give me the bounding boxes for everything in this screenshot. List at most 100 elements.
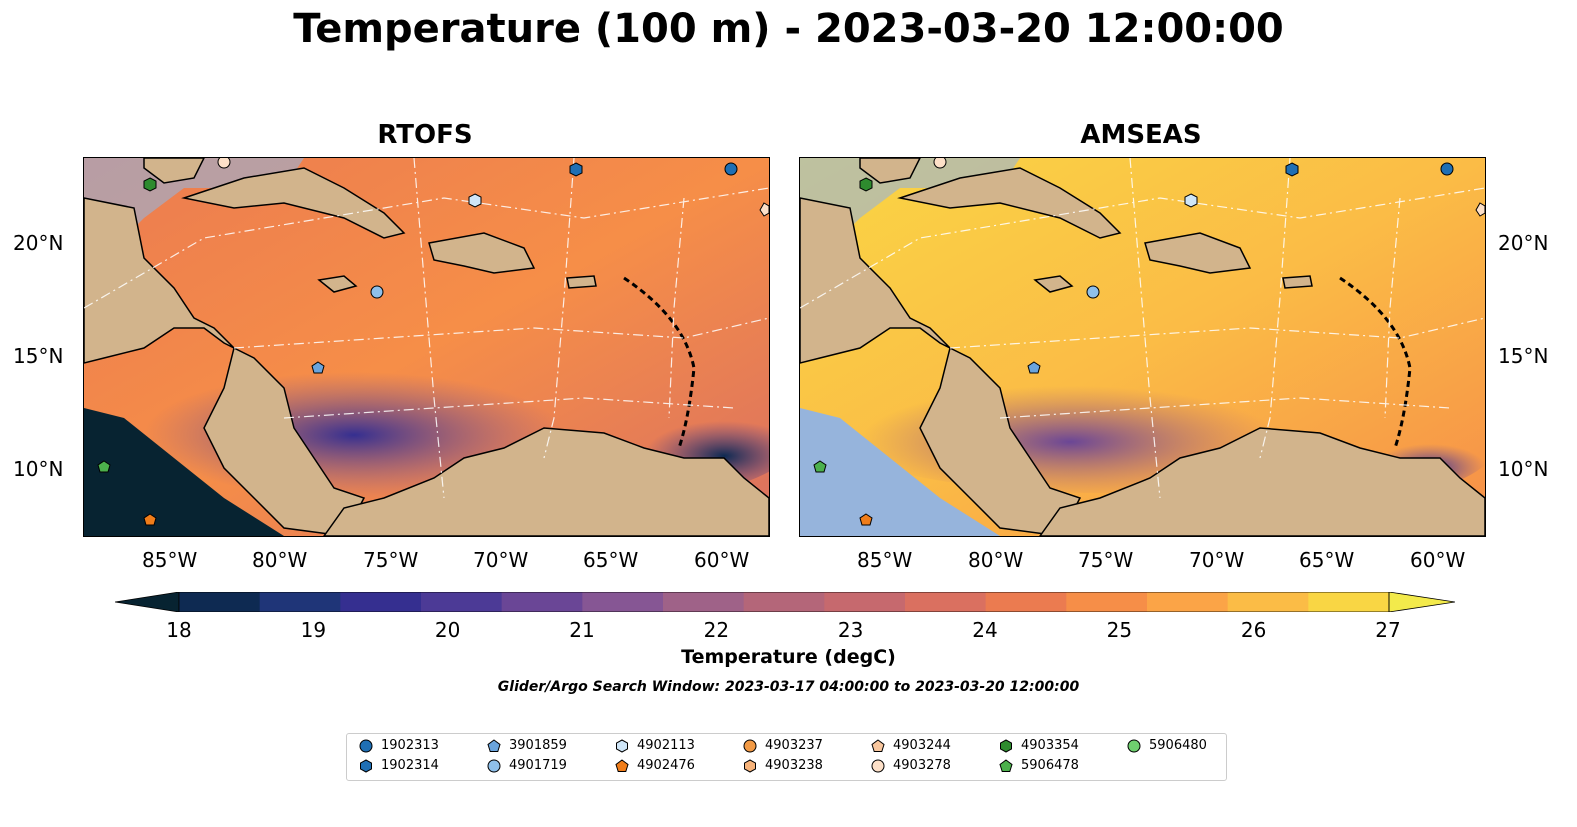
search-window-text: Glider/Argo Search Window: 2023-03-17 04… [497,679,1080,695]
float-marker-5906478[interactable] [813,460,827,473]
circle-marker-icon [743,739,757,752]
float-marker-1902314[interactable] [1285,162,1299,177]
pentagon-marker-icon [871,738,885,752]
colorbar-segment [985,592,1067,612]
colorbar-tick-label: 22 [703,618,730,642]
cuba-land [897,167,1122,239]
hispaniola-land [1144,232,1252,274]
lon-label-65w-right: 65°W [1299,548,1355,572]
colorbar-tick-label: 24 [972,618,998,642]
colorbar-segment [179,592,261,612]
float-marker-edge[interactable] [1475,202,1485,217]
float-marker-4901719[interactable] [370,285,384,299]
south-america-land [1039,427,1485,536]
map-rtofs [83,157,770,537]
float-marker-4903278[interactable] [217,158,231,169]
colorbar-tick-label: 23 [837,618,864,642]
float-marker-4903354[interactable] [859,177,873,192]
colorbar-extend-low [115,592,180,612]
lon-label-70w: 70°W [473,548,529,572]
legend-item: 4901719 [487,758,567,773]
lon-label-85w-right: 85°W [857,548,913,572]
float-marker-1902313[interactable] [724,162,738,176]
lat-label-10n-right: 10°N [1498,457,1549,481]
lat-label-15n-right: 15°N [1498,344,1549,368]
legend-item: 1902314 [359,758,439,773]
colorbar-segment [905,592,987,612]
puerto-rico-land [566,275,597,289]
legend-label: 1902313 [381,738,439,753]
legend-label: 1902314 [381,758,439,773]
colorbar-label: Temperature (degC) [681,646,896,668]
eez-boundaries [800,158,1485,499]
figure-title: Temperature (100 m) - 2023-03-20 12:00:0… [293,6,1284,52]
legend-label: 4903238 [765,758,823,773]
jamaica-land [1033,275,1074,293]
panel-title-amseas: AMSEAS [1080,120,1202,150]
circle-marker-icon [871,759,885,772]
eez-boundaries [84,158,769,499]
hexagon-marker-icon [360,758,372,773]
float-marker-4902476[interactable] [859,513,873,526]
legend-item: 4903278 [871,758,951,773]
float-marker-4902113[interactable] [468,193,482,208]
float-marker-4901719[interactable] [1086,285,1100,299]
hexagon-marker-icon [744,758,756,773]
legend-label: 4903278 [893,758,951,773]
pentagon-marker-icon [999,758,1013,772]
lat-label-20n: 20°N [13,231,64,255]
float-marker-edge[interactable] [759,202,769,217]
float-marker-5906478[interactable] [97,460,111,473]
legend-item: 4903244 [871,738,951,753]
float-marker-4902476[interactable] [143,513,157,526]
colorbar-ticks: 18 19 20 21 22 23 24 25 26 27 [0,618,1577,644]
colorbar-segment [1147,592,1229,612]
legend-item: 4902476 [615,758,695,773]
florida-land [859,158,921,184]
map-amseas-canvas [800,158,1485,536]
lon-label-70w-right: 70°W [1189,548,1245,572]
colorbar-segment [1227,592,1309,612]
legend-item: 5906478 [999,758,1079,773]
lon-label-75w: 75°W [363,548,419,572]
float-marker-4903354[interactable] [143,177,157,192]
jamaica-land [317,275,358,293]
float-marker-4903278[interactable] [933,158,947,169]
float-marker-3901859[interactable] [1027,361,1041,374]
hispaniola-land [428,232,536,274]
float-marker-3901859[interactable] [311,361,325,374]
lat-label-20n-right: 20°N [1498,231,1549,255]
legend-label: 5906480 [1149,738,1207,753]
lon-label-85w: 85°W [142,548,198,572]
legend-item: 4903237 [743,738,823,753]
hexagon-marker-icon [616,738,628,753]
colorbar-segment [1066,592,1148,612]
pentagon-marker-icon [487,738,501,752]
float-marker-4902113[interactable] [1184,193,1198,208]
float-marker-1902314[interactable] [569,162,583,177]
map-amseas [799,157,1486,537]
lon-label-80w: 80°W [252,548,308,572]
puerto-rico-land [1282,275,1313,289]
colorbar-segment [1308,592,1390,612]
colorbar-tick-label: 25 [1106,618,1133,642]
legend-label: 4903237 [765,738,823,753]
colorbar-border [178,592,1390,612]
legend-label: 4902476 [637,758,695,773]
colorbar-segment [501,592,583,612]
float-marker-1902313[interactable] [1440,162,1454,176]
legend-label: 3901859 [509,738,567,753]
legend-item: 4903238 [743,758,823,773]
pacific-ocean [800,408,1000,536]
legend-label: 4902113 [637,738,695,753]
lon-label-65w: 65°W [583,548,639,572]
hexagon-marker-icon [1000,738,1012,753]
legend-label: 5906478 [1021,758,1079,773]
lon-label-80w-right: 80°W [968,548,1024,572]
colorbar-segment [824,592,906,612]
colorbar [115,592,1455,612]
circle-marker-icon [1127,739,1141,752]
colorbar-tick-label: 20 [434,618,461,642]
colorbar-segment [421,592,503,612]
lon-label-60w: 60°W [694,548,750,572]
